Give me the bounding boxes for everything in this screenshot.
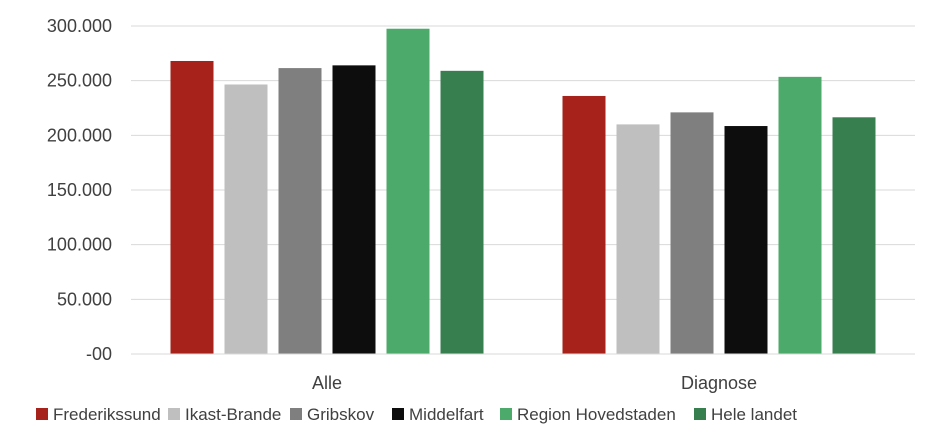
x-category-label: Diagnose (681, 373, 757, 393)
bar (616, 124, 660, 355)
bar (778, 76, 822, 354)
bar (278, 68, 322, 355)
legend-label: Hele landet (711, 405, 797, 424)
bar (170, 60, 214, 355)
legend-swatch (36, 408, 48, 420)
legend-item: Gribskov (290, 405, 375, 424)
legend-swatch (694, 408, 706, 420)
y-tick-label: 200.000 (47, 125, 112, 145)
legend-swatch (500, 408, 512, 420)
legend-swatch (392, 408, 404, 420)
x-category-label: Alle (312, 373, 342, 393)
legend-label: Gribskov (307, 405, 375, 424)
legend-label: Frederikssund (53, 405, 161, 424)
legend-label: Region Hovedstaden (517, 405, 676, 424)
bar (332, 65, 376, 355)
legend-label: Ikast-Brande (185, 405, 281, 424)
y-tick-label: 100.000 (47, 235, 112, 255)
bar (386, 28, 430, 354)
bar (562, 95, 606, 355)
legend: Frederikssund Ikast-Brande Gribskov Middelf… (36, 405, 797, 424)
y-tick-label: 250.000 (47, 71, 112, 91)
legend-item: Region Hovedstaden (500, 405, 676, 424)
y-axis-tick-labels: -00 50.000 100.000 150.000 200.000 250.000 300… (47, 16, 112, 364)
y-tick-label: 150.000 (47, 180, 112, 200)
legend-item: Ikast-Brande (168, 405, 281, 424)
legend-item: Middelfart (392, 405, 484, 424)
y-tick-label: -00 (86, 344, 112, 364)
legend-label: Middelfart (409, 405, 484, 424)
bar (832, 117, 876, 354)
bar (670, 112, 714, 354)
y-tick-label: 50.000 (57, 289, 112, 309)
bar (224, 84, 268, 354)
bars (170, 28, 876, 355)
x-axis-category-labels: Alle Diagnose (312, 373, 757, 393)
legend-item: Frederikssund (36, 405, 161, 424)
legend-swatch (168, 408, 180, 420)
bar (440, 70, 484, 355)
bar (724, 126, 768, 354)
legend-swatch (290, 408, 302, 420)
y-tick-label: 300.000 (47, 16, 112, 36)
legend-item: Hele landet (694, 405, 797, 424)
